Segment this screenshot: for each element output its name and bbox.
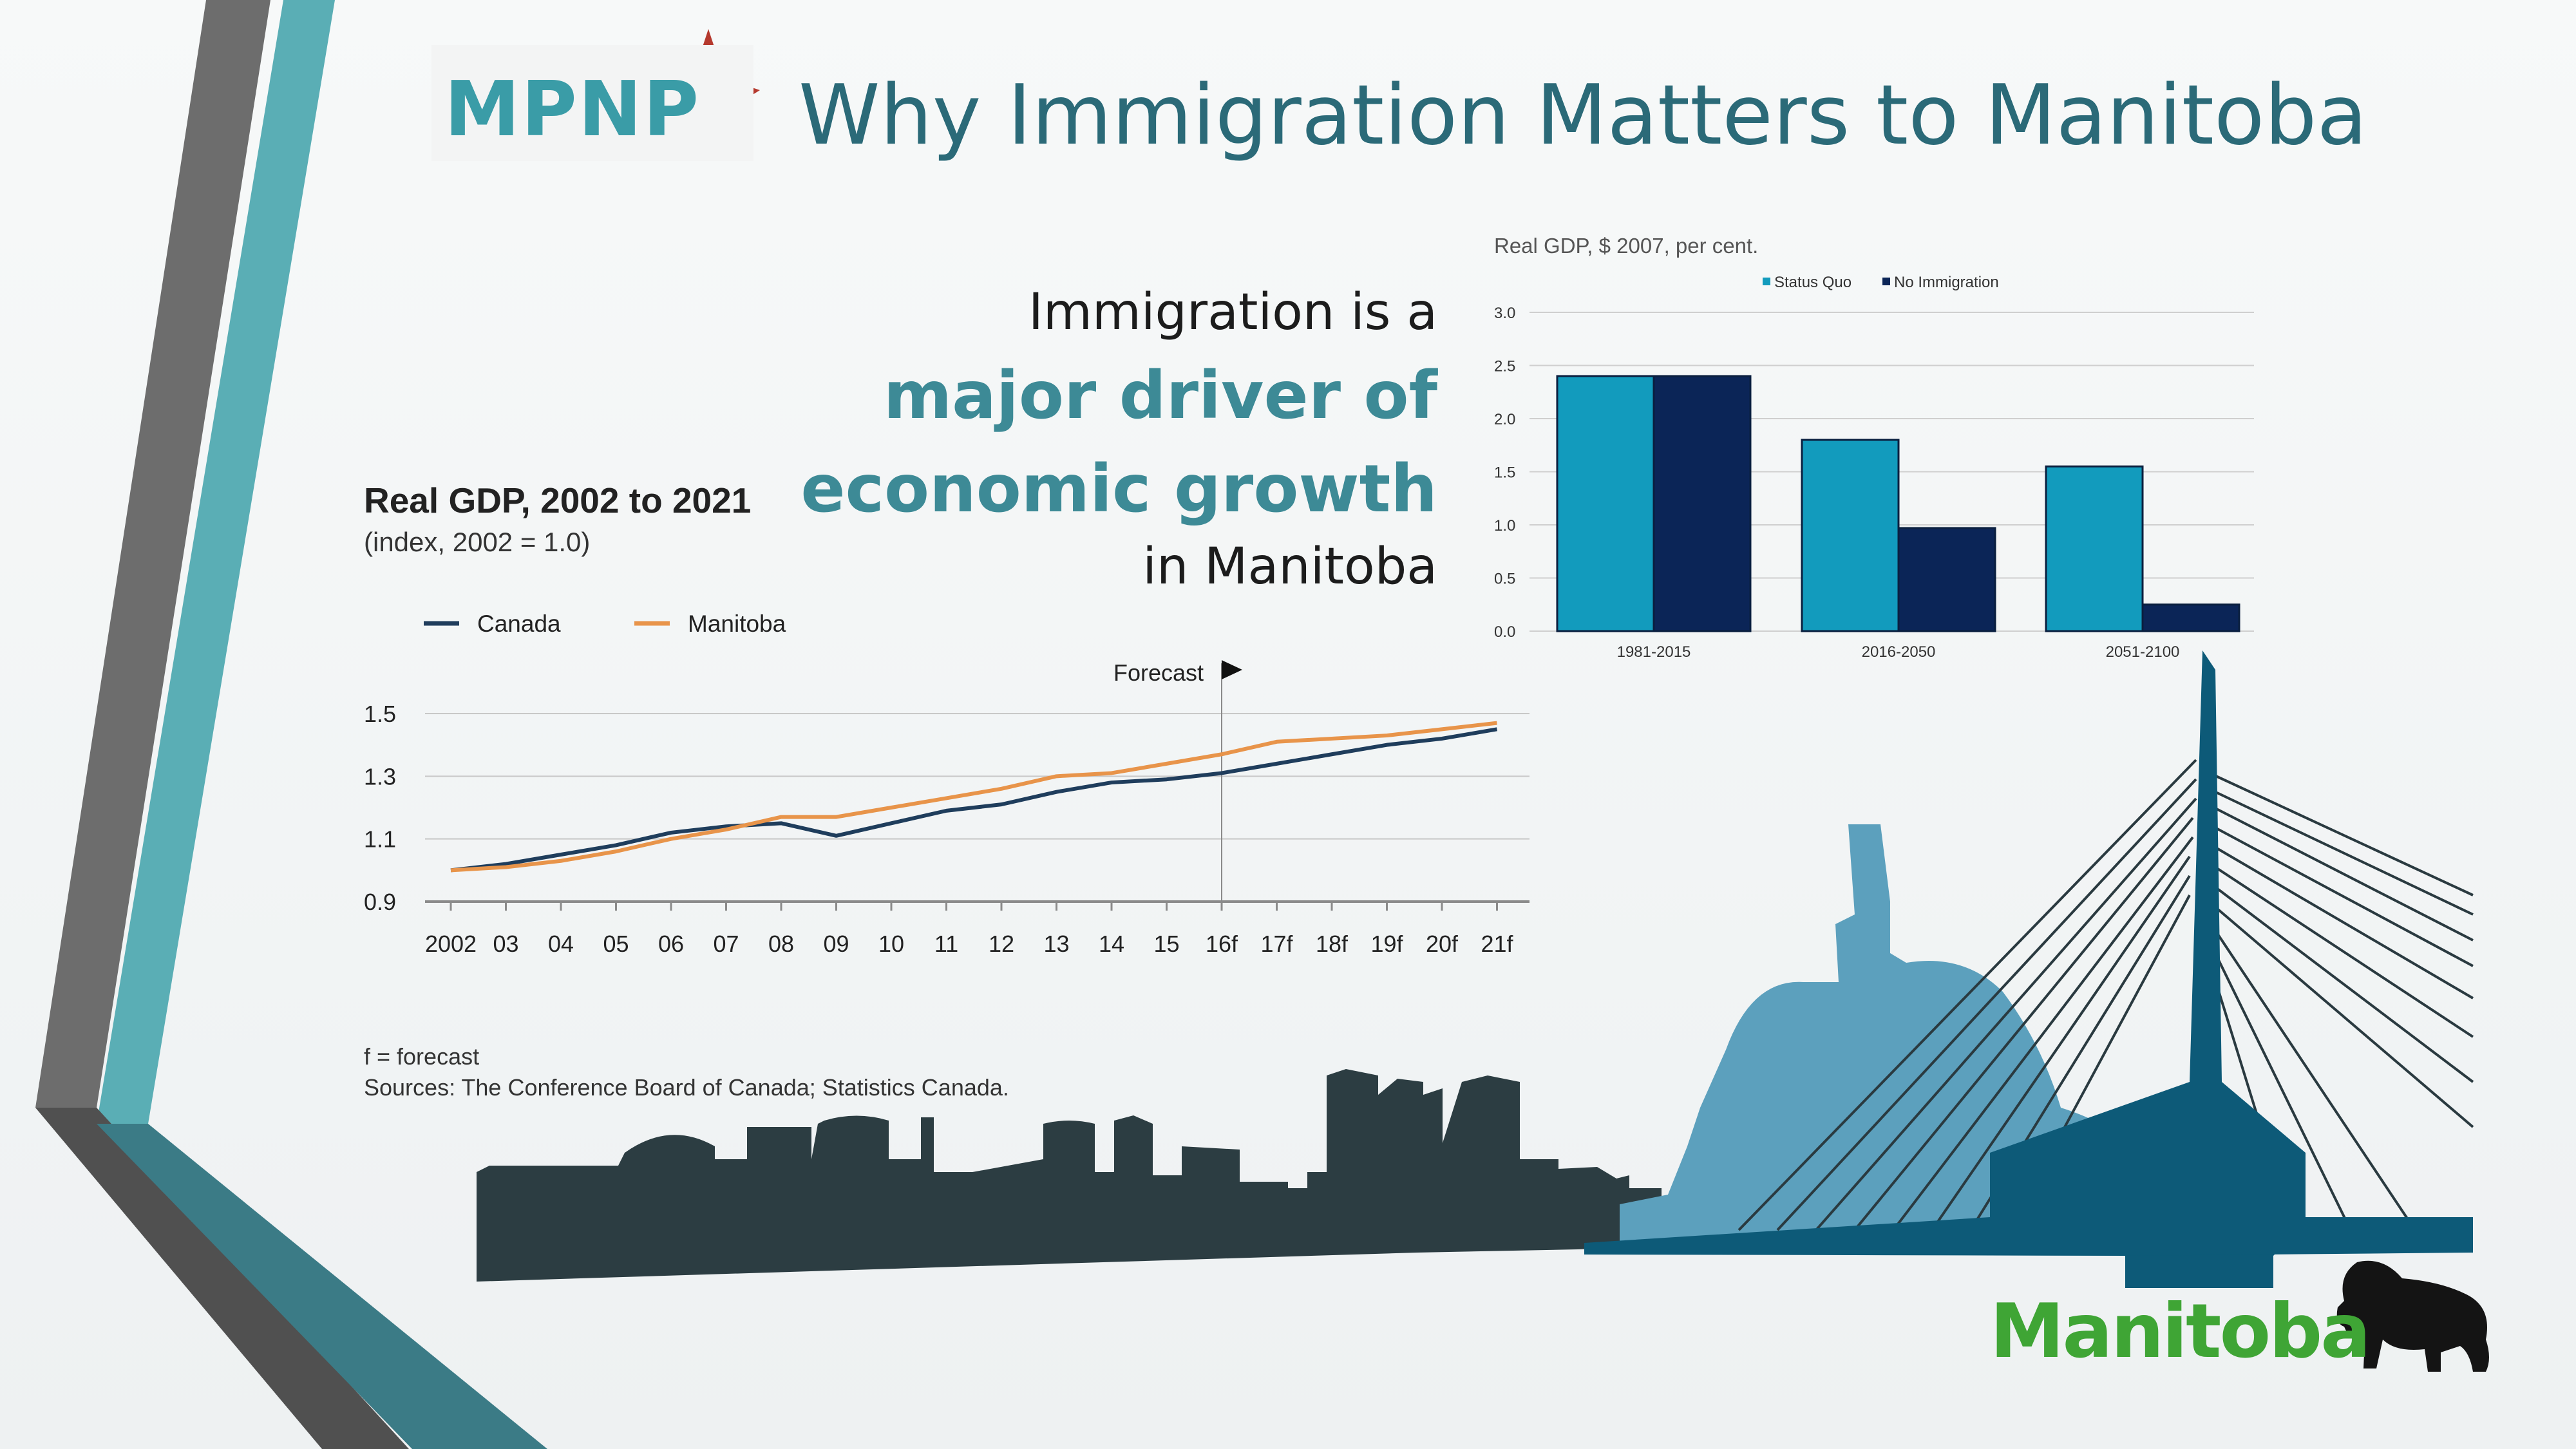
logo-background xyxy=(431,45,753,161)
slogan-line-4: in Manitoba xyxy=(1142,538,1437,596)
x-tick-label: 18f xyxy=(1316,931,1349,957)
slogan-line-1: Immigration is a xyxy=(1028,283,1437,341)
slogan-line-2: major driver of xyxy=(883,357,1437,434)
y-tick-label: 0.5 xyxy=(1494,571,1515,588)
bar-status-quo xyxy=(2045,465,2144,632)
forecast-arrow-icon xyxy=(1222,660,1242,679)
mpnp-logo: MPNP xyxy=(444,64,701,153)
sources-note: Sources: The Conference Board of Canada;… xyxy=(364,1074,1009,1101)
x-tick-label: 11 xyxy=(934,931,958,957)
x-tick-label: 19f xyxy=(1370,931,1403,957)
forecast-note: f = forecast xyxy=(364,1043,480,1070)
left-teal-stripe xyxy=(97,0,335,1124)
x-category-label: 2016-2050 xyxy=(1862,643,1936,661)
x-tick-label: 17f xyxy=(1260,931,1293,957)
bar-chart-title: Real GDP, $ 2007, per cent. xyxy=(1494,234,1759,258)
forecast-label: Forecast xyxy=(1113,659,1204,686)
left-gray-stripe xyxy=(35,0,270,1108)
y-tick-label: 1.5 xyxy=(364,701,396,727)
y-tick-label: 3.0 xyxy=(1494,305,1515,322)
x-category-label: 2051-2100 xyxy=(2106,643,2180,661)
legend-label: No Immigration xyxy=(1894,274,1999,291)
x-tick-label: 09 xyxy=(823,931,849,957)
line-chart-title: Real GDP, 2002 to 2021 xyxy=(364,480,752,520)
page-title: Why Immigration Matters to Manitoba xyxy=(799,68,2367,164)
x-tick-label: 21f xyxy=(1481,931,1513,957)
x-tick-label: 04 xyxy=(548,931,574,957)
bridge-deck xyxy=(1584,1217,2473,1256)
city-skyline xyxy=(477,1069,1662,1282)
legend-swatch xyxy=(1882,278,1890,285)
x-tick-label: 20f xyxy=(1426,931,1459,957)
manitoba-wordmark: Manitoba xyxy=(1990,1288,2371,1375)
y-tick-label: 0.9 xyxy=(364,889,396,915)
legend-label-manitoba: Manitoba xyxy=(688,611,786,637)
x-tick-label: 06 xyxy=(658,931,684,957)
x-category-label: 1981-2015 xyxy=(1617,643,1691,661)
legend-label-canada: Canada xyxy=(477,611,561,637)
bar-no-immigration xyxy=(2141,603,2240,632)
x-tick-label: 15 xyxy=(1153,931,1179,957)
x-tick-label: 08 xyxy=(768,931,794,957)
bar-status-quo xyxy=(1556,375,1655,632)
x-tick-label: 14 xyxy=(1099,931,1124,957)
x-tick-label: 12 xyxy=(989,931,1014,957)
slogan-line-3: economic growth xyxy=(800,451,1437,527)
bar-chart: 0.0 0.5 1.0 1.5 2.0 2.5 3.0 1981-2015 2016-2050 2… xyxy=(1494,274,2254,661)
x-tick-label: 07 xyxy=(713,931,739,957)
museum-building xyxy=(1620,824,2138,1246)
line-chart: 1.5 1.3 1.1 0.9 2002 03 04 05 06 07 08 09 10 11 12 13 14… xyxy=(364,611,1530,957)
y-tick-label: 2.0 xyxy=(1494,411,1515,428)
bar-no-immigration xyxy=(1897,527,1996,632)
bison-icon xyxy=(2336,1260,2489,1372)
x-tick-label: 16f xyxy=(1206,931,1238,957)
y-tick-label: 1.3 xyxy=(364,763,396,790)
bottom-teal-stripe xyxy=(97,1124,547,1449)
bar-status-quo xyxy=(1801,439,1900,632)
series-line-canada xyxy=(450,727,1498,873)
x-tick-label: 2002 xyxy=(425,931,477,957)
y-tick-label: 0.0 xyxy=(1494,623,1515,641)
x-tick-label: 10 xyxy=(878,931,904,957)
x-tick-label: 03 xyxy=(493,931,518,957)
bar-no-immigration xyxy=(1653,375,1752,632)
bridge-pylon xyxy=(1990,650,2306,1288)
line-chart-subtitle: (index, 2002 = 1.0) xyxy=(364,527,591,557)
bottom-gray-stripe xyxy=(35,1108,409,1449)
legend-swatch xyxy=(1763,278,1770,285)
y-tick-label: 1.5 xyxy=(1494,464,1515,482)
y-tick-label: 1.1 xyxy=(364,826,396,853)
x-tick-label: 13 xyxy=(1043,931,1069,957)
legend-label: Status Quo xyxy=(1774,274,1852,291)
series-line-manitoba xyxy=(450,721,1497,873)
y-tick-label: 1.0 xyxy=(1494,517,1515,535)
x-tick-label: 05 xyxy=(603,931,629,957)
y-tick-label: 2.5 xyxy=(1494,358,1515,375)
bridge-cables xyxy=(1738,759,2474,1231)
